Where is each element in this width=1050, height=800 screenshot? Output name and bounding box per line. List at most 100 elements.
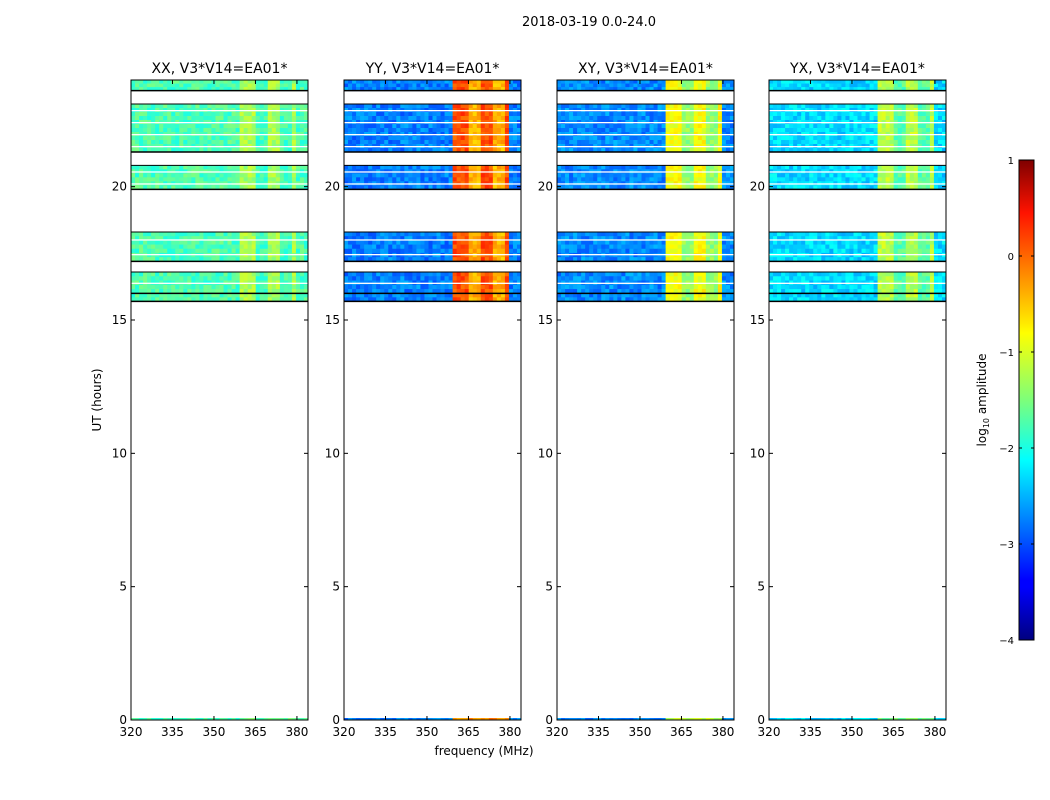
heatmap-cell [705, 248, 711, 254]
heatmap-cell [693, 116, 699, 121]
heatmap-cell [701, 276, 707, 281]
heatmap-cell [143, 80, 148, 84]
heatmap-cell [713, 165, 719, 170]
heatmap-cell [661, 276, 667, 281]
heatmap-cell [231, 232, 236, 237]
heatmap-cell [348, 185, 353, 190]
heatmap-cell [199, 104, 204, 109]
heatmap-cell [496, 293, 502, 298]
heatmap-cell [291, 140, 297, 145]
heatmap-cell [368, 284, 373, 290]
heatmap-cell [159, 104, 164, 109]
heatmap-cell [348, 272, 353, 277]
heatmap-cell [412, 257, 417, 262]
heatmap-cell [420, 236, 425, 241]
heatmap-cell [408, 240, 413, 245]
heatmap-cell [203, 104, 208, 109]
heatmap-cell [585, 148, 590, 153]
heatmap-cell [211, 124, 216, 129]
heatmap-cell [512, 718, 518, 720]
heatmap-cell [633, 173, 638, 178]
heatmap-cell [163, 124, 168, 129]
heatmap-cell [199, 248, 204, 254]
heatmap-cell [275, 112, 281, 117]
heatmap-cell [275, 284, 281, 290]
heatmap-cell [352, 257, 357, 262]
heatmap-cell [163, 87, 168, 92]
heatmap-cell [344, 297, 349, 302]
heatmap-cell [669, 257, 675, 262]
heatmap-cell [368, 80, 373, 84]
heatmap-cell [368, 104, 373, 109]
heatmap-cell [400, 80, 405, 84]
heatmap-cell [573, 124, 578, 129]
heatmap-cell [573, 718, 578, 720]
heatmap-cell [689, 284, 695, 290]
heatmap-cell [352, 297, 357, 302]
heatmap-cell [356, 177, 361, 182]
heatmap-cell [581, 104, 586, 109]
heatmap-cell [151, 165, 156, 170]
heatmap-cell [235, 289, 241, 294]
heatmap-cell [849, 297, 854, 302]
heatmap-cell [227, 248, 232, 254]
heatmap-cell [384, 284, 389, 290]
heatmap-cell [211, 248, 216, 254]
heatmap-cell [372, 240, 377, 245]
heatmap-cell [131, 240, 136, 245]
heatmap-cell [303, 293, 309, 298]
heatmap-cell [291, 244, 297, 250]
heatmap-cell [484, 289, 490, 294]
heatmap-cell [432, 257, 437, 262]
heatmap-cell [508, 284, 514, 290]
heatmap-cell [420, 284, 425, 290]
heatmap-cell [717, 185, 723, 190]
heatmap-cell [388, 104, 393, 109]
heatmap-cell [653, 248, 658, 254]
heatmap-cell [416, 185, 421, 190]
heatmap-cell [400, 248, 405, 254]
heatmap-cell [440, 240, 445, 245]
heatmap-cell [211, 236, 216, 241]
heatmap-cell [263, 83, 269, 88]
heatmap-cell [468, 83, 474, 88]
heatmap-cell [412, 718, 417, 720]
heatmap-cell [573, 104, 578, 109]
heatmap-cell [231, 257, 236, 262]
heatmap-cell [516, 83, 522, 88]
heatmap-cell [488, 136, 494, 141]
heatmap-cell [243, 148, 249, 153]
heatmap-cell [167, 177, 172, 182]
heatmap-cell [721, 248, 727, 254]
heatmap-cell [207, 240, 212, 245]
heatmap-cell [633, 177, 638, 182]
heatmap-cell [360, 177, 365, 182]
heatmap-cell [404, 289, 409, 294]
heatmap-cell [621, 148, 626, 153]
heatmap-cell [215, 276, 220, 281]
heatmap-cell [577, 173, 582, 178]
heatmap-cell [432, 284, 437, 290]
heatmap-cell [163, 289, 168, 294]
heatmap-cell [432, 289, 437, 294]
heatmap-cell [585, 87, 590, 92]
heatmap-cell [147, 240, 152, 245]
heatmap-cell [813, 297, 818, 302]
heatmap-cell [267, 257, 273, 262]
heatmap-cell [243, 289, 249, 294]
heatmap-cell [420, 244, 425, 250]
heatmap-cell [472, 185, 478, 190]
heatmap-cell [259, 177, 265, 182]
heatmap-cell [227, 289, 232, 294]
heatmap-cell [476, 240, 482, 245]
heatmap-cell [291, 248, 297, 254]
heatmap-cell [211, 128, 216, 133]
heatmap-cell [701, 248, 707, 254]
heatmap-cell [396, 148, 401, 153]
heatmap-cell [171, 244, 176, 250]
heatmap-cell [629, 173, 634, 178]
heatmap-cell [139, 112, 144, 117]
heatmap-cell [231, 272, 236, 277]
heatmap-cell [725, 112, 731, 117]
heatmap-cell [653, 240, 658, 245]
